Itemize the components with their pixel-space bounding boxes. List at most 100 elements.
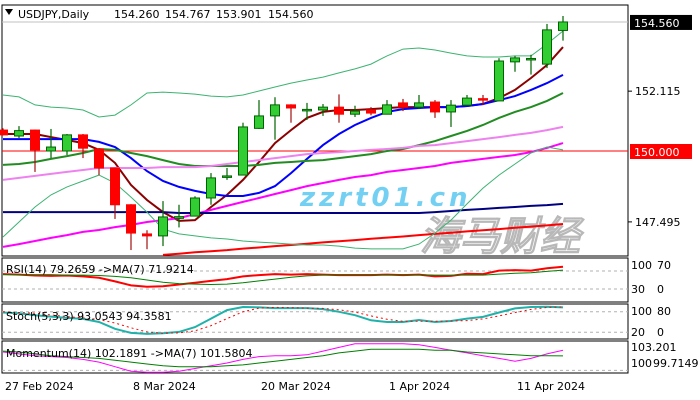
- candle-body: [430, 101, 440, 113]
- candle: [158, 201, 168, 247]
- candle-body: [142, 233, 152, 237]
- candle: [542, 23, 552, 69]
- price-tick-label: 152.115: [635, 85, 681, 98]
- ohlc-close: 154.560: [268, 8, 314, 21]
- candle-body: [0, 129, 8, 136]
- date-label: 20 Mar 2024: [261, 380, 331, 393]
- rsi-panel-frame: [1, 257, 629, 303]
- candle-body: [350, 110, 360, 115]
- candle: [366, 107, 376, 116]
- candle-body: [382, 104, 392, 115]
- candle-body: [286, 104, 296, 109]
- momentum-panel-frame: [1, 340, 629, 374]
- candle: [78, 134, 88, 159]
- candle: [110, 167, 120, 219]
- stoch-axis-0: 0: [657, 326, 664, 339]
- candle-body: [222, 175, 232, 178]
- candles: [0, 16, 568, 251]
- price-label-150.000: 150.000: [634, 146, 680, 159]
- candle-body: [526, 57, 536, 61]
- candle-body: [446, 104, 456, 113]
- candle-body: [542, 29, 552, 65]
- candle-body: [30, 129, 40, 151]
- rsi-axis-0: 0: [657, 283, 664, 296]
- candle: [558, 16, 568, 41]
- date-axis: 27 Feb 2024 8 Mar 2024 20 Mar 2024 1 Apr 20…: [5, 380, 585, 393]
- candle: [62, 134, 72, 155]
- ohlc-high: 154.767: [165, 8, 211, 21]
- candle: [142, 230, 152, 250]
- candle-body: [414, 102, 424, 108]
- price-label-154.560: 154.560: [634, 17, 680, 30]
- price-axis: 152.115 147.495 154.560 150.000: [628, 14, 692, 229]
- candle: [382, 100, 392, 115]
- stoch-axis-20: 20: [631, 326, 645, 339]
- candle-body: [78, 134, 88, 149]
- candle: [446, 100, 456, 127]
- ohlc-low: 153.901: [216, 8, 262, 21]
- candle: [526, 54, 536, 75]
- candle-body: [158, 216, 168, 237]
- watermark-logo: 海马财经: [420, 214, 585, 260]
- date-label: 1 Apr 2024: [389, 380, 450, 393]
- candle-body: [94, 148, 104, 169]
- candle-body: [126, 204, 136, 234]
- overlay-line-6: [162, 223, 564, 256]
- rsi-axis-70: 70: [657, 259, 671, 272]
- candle-body: [254, 115, 264, 129]
- candle: [30, 129, 40, 172]
- momentum-axis-max: 103.201: [631, 341, 677, 354]
- candle: [190, 196, 200, 217]
- candle-body: [462, 97, 472, 106]
- date-label: 27 Feb 2024: [5, 380, 73, 393]
- momentum-axis-min: 99.7149: [653, 357, 699, 370]
- candle-body: [334, 106, 344, 115]
- candle-body: [110, 167, 120, 206]
- candle: [494, 58, 504, 102]
- price-tick-label: 147.495: [635, 216, 681, 229]
- rsi-axis-30: 30: [631, 283, 645, 296]
- rsi-label: RSI(14) 79.2659 ->MA(7) 71.9214: [6, 263, 194, 276]
- candle: [14, 126, 24, 138]
- candle: [254, 100, 264, 129]
- triangle-down-icon[interactable]: [5, 9, 13, 15]
- rsi-axis-100: 100: [631, 259, 652, 272]
- candle: [430, 100, 440, 118]
- overlay-line-1: [3, 74, 564, 197]
- stoch-axis-80: 80: [657, 305, 671, 318]
- candle: [286, 104, 296, 123]
- candle: [94, 148, 104, 176]
- rsi-line-1: [3, 269, 564, 286]
- candle: [238, 122, 248, 176]
- candle: [46, 128, 56, 159]
- candle-body: [494, 60, 504, 102]
- candle-body: [510, 57, 520, 63]
- stoch-panel-frame: [1, 303, 629, 340]
- candle: [302, 102, 312, 120]
- watermark-site: zzrt01.cn: [299, 183, 472, 213]
- stoch-label: Stoch(5,3,3) 93.0543 94.3581: [6, 310, 172, 323]
- overlay-line-7: [2, 30, 564, 118]
- candle-body: [190, 197, 200, 217]
- stoch-line-0: [2, 305, 564, 335]
- momentum-axis-100: 100: [631, 357, 652, 370]
- candle-body: [302, 108, 312, 112]
- overlay-line-4: [2, 142, 564, 248]
- candle-body: [270, 104, 280, 117]
- ohlc-open: 154.260: [114, 8, 160, 21]
- candle-body: [398, 102, 408, 108]
- candle-body: [206, 177, 216, 199]
- candle-body: [14, 130, 24, 137]
- candle: [478, 94, 488, 106]
- candle: [0, 128, 8, 136]
- candle: [270, 97, 280, 140]
- candle-body: [366, 109, 376, 114]
- candle: [462, 94, 472, 106]
- overlay-line-5: [3, 202, 564, 214]
- candle: [398, 98, 408, 112]
- date-label: 11 Apr 2024: [517, 380, 585, 393]
- candle-body: [62, 134, 72, 152]
- momentum-line-1: [2, 348, 564, 368]
- candle: [414, 94, 424, 110]
